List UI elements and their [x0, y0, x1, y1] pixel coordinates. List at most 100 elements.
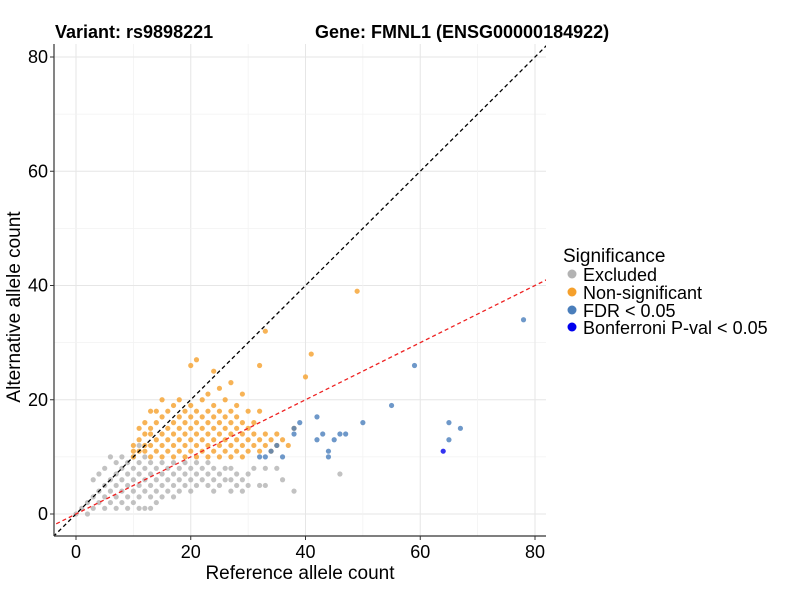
chart-title-gene: Gene: FMNL1 (ENSG00000184922) — [315, 22, 609, 42]
legend-key-excluded — [567, 269, 577, 279]
point-excluded — [222, 465, 228, 471]
point-excluded — [102, 465, 108, 471]
legend-entry-non-significant: Non-significant — [567, 283, 702, 303]
point-non-significant — [279, 437, 286, 443]
point-non-significant — [216, 431, 223, 437]
x-tick-label: 40 — [295, 542, 315, 562]
legend-key-bonferroni — [567, 322, 577, 332]
point-non-significant — [205, 442, 211, 449]
point-excluded — [142, 454, 148, 460]
legend-label-excluded: Excluded — [583, 265, 657, 285]
point-fdr-0-05 — [262, 454, 268, 460]
point-excluded — [136, 471, 142, 477]
point-non-significant — [147, 431, 154, 437]
legend-key-non-significant — [567, 287, 577, 297]
point-non-significant — [159, 397, 165, 403]
legend-title: Significance — [563, 246, 665, 267]
point-non-significant — [216, 408, 223, 414]
point-non-significant — [211, 414, 217, 420]
point-excluded — [153, 465, 159, 471]
point-excluded — [159, 494, 165, 500]
y-tick-label: 60 — [28, 161, 48, 181]
point-excluded — [170, 494, 177, 500]
point-fdr-0-05 — [411, 362, 418, 369]
x-tick-label: 80 — [525, 542, 545, 562]
y-tick-label: 20 — [28, 390, 48, 410]
point-non-significant — [228, 408, 234, 414]
point-non-significant — [234, 402, 240, 409]
point-excluded — [205, 471, 211, 477]
point-excluded — [153, 488, 159, 494]
point-excluded — [130, 465, 136, 471]
x-axis-title: Reference allele count — [205, 563, 395, 584]
point-excluded — [147, 471, 154, 477]
point-excluded — [216, 482, 223, 489]
point-non-significant — [153, 408, 159, 414]
point-non-significant — [165, 448, 171, 454]
point-non-significant — [216, 385, 223, 391]
point-excluded — [176, 465, 182, 471]
point-excluded — [216, 471, 223, 477]
point-non-significant — [222, 397, 228, 403]
legend-entry-excluded: Excluded — [567, 265, 657, 285]
point-non-significant — [182, 420, 188, 426]
point-fdr-0-05 — [388, 402, 395, 409]
point-non-significant — [199, 397, 205, 403]
point-excluded — [90, 477, 96, 483]
point-non-significant — [245, 448, 251, 454]
point-excluded — [182, 482, 188, 489]
point-excluded — [147, 459, 154, 466]
identity-line — [54, 45, 546, 536]
point-non-significant — [302, 374, 309, 380]
point-excluded — [159, 482, 165, 489]
legend-key-fdr — [567, 305, 577, 315]
point-non-significant — [165, 425, 171, 431]
point-non-significant — [251, 420, 257, 426]
point-non-significant — [228, 431, 234, 437]
point-excluded — [159, 471, 165, 477]
point-non-significant — [170, 454, 177, 460]
point-non-significant — [239, 391, 245, 397]
legend-entry-fdr: FDR < 0.05 — [567, 301, 676, 321]
point-excluded — [199, 477, 205, 483]
point-excluded — [125, 494, 131, 500]
axes: 0 20 40 60 80 0 20 40 60 80 — [28, 44, 546, 562]
point-excluded — [257, 482, 263, 489]
point-non-significant — [182, 442, 188, 449]
point-excluded — [205, 459, 211, 466]
point-fdr-0-05 — [343, 431, 349, 437]
point-excluded — [291, 488, 297, 494]
point-fdr-0-05 — [331, 437, 337, 443]
point-excluded — [125, 471, 131, 477]
point-non-significant — [193, 454, 200, 460]
point-fdr-0-05 — [320, 431, 326, 437]
x-tick-label: 60 — [410, 542, 430, 562]
grid-layer — [54, 44, 546, 536]
point-excluded — [147, 494, 154, 500]
point-non-significant — [216, 442, 223, 449]
point-non-significant — [176, 425, 182, 431]
point-non-significant — [165, 437, 171, 443]
point-fdr-0-05 — [291, 431, 297, 437]
point-excluded — [84, 511, 91, 517]
point-non-significant — [188, 448, 194, 454]
point-excluded — [107, 454, 114, 460]
point-excluded — [245, 482, 251, 489]
point-fdr-0-05 — [257, 454, 263, 460]
point-excluded — [211, 465, 217, 471]
point-excluded — [211, 477, 217, 483]
point-excluded — [125, 482, 131, 489]
point-excluded — [147, 505, 154, 511]
point-non-significant — [228, 442, 234, 449]
point-non-significant — [142, 420, 148, 426]
point-non-significant — [274, 431, 280, 437]
point-excluded — [182, 459, 188, 466]
point-non-significant — [193, 442, 200, 449]
point-non-significant — [234, 425, 240, 431]
point-non-significant — [228, 420, 234, 426]
point-excluded — [239, 477, 245, 483]
point-excluded — [130, 477, 136, 483]
data-points — [73, 288, 527, 517]
point-fdr-0-05 — [314, 414, 320, 420]
point-excluded — [176, 477, 182, 483]
